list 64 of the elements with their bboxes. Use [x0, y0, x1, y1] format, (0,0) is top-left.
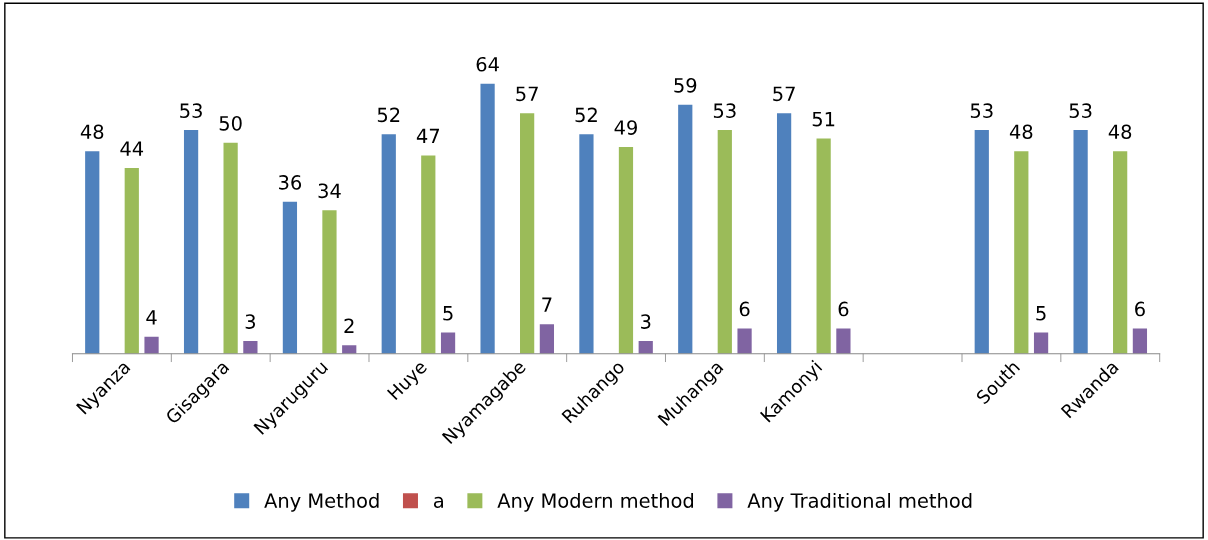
bar: [1014, 151, 1029, 354]
data-label: 53: [970, 103, 993, 119]
bar: [618, 146, 634, 354]
data-label: 52: [377, 107, 400, 123]
data-label: 48: [1009, 124, 1033, 140]
bar: [85, 151, 100, 354]
data-label: 5: [1036, 306, 1046, 321]
data-label: 6: [1135, 301, 1145, 317]
bar: [421, 155, 436, 354]
bar: [144, 336, 159, 354]
bar: [678, 104, 693, 354]
data-label: 6: [739, 301, 750, 317]
bar: [381, 134, 396, 354]
bar: [974, 130, 989, 354]
data-label: 2: [344, 318, 354, 333]
bar: [440, 332, 456, 354]
bar: [836, 328, 851, 354]
data-label: 53: [1069, 103, 1092, 119]
bar: [1113, 151, 1128, 354]
data-label: 7: [542, 297, 552, 312]
data-label: 36: [279, 175, 302, 190]
bar: [282, 201, 298, 354]
data-label: 48: [1108, 124, 1132, 140]
bar: [1073, 130, 1088, 354]
bar: [638, 341, 653, 354]
data-label: 49: [614, 120, 637, 135]
data-label: 6: [838, 301, 849, 317]
data-label: 57: [516, 86, 538, 102]
data-label: 3: [641, 314, 651, 329]
bar: [816, 138, 831, 354]
bar: [1033, 332, 1049, 354]
bar: [342, 345, 357, 354]
data-label: 53: [713, 103, 736, 119]
bar: [183, 130, 199, 354]
bar: [1132, 328, 1148, 354]
data-label: 4: [146, 310, 157, 325]
bar: [480, 83, 495, 354]
data-label: 34: [318, 183, 341, 199]
data-label: 52: [575, 107, 597, 123]
legend-label: Any Traditional method: [747, 492, 972, 512]
legend-label: a: [433, 496, 443, 508]
data-label: 51: [812, 111, 835, 127]
bar: [124, 168, 139, 354]
data-label: 50: [219, 115, 242, 131]
bar: [322, 210, 337, 354]
data-label: 44: [120, 141, 144, 156]
data-label: 64: [476, 56, 499, 72]
bar: [243, 341, 258, 354]
bar: [737, 328, 752, 354]
data-label: 48: [80, 124, 104, 140]
data-label: 57: [773, 86, 795, 102]
data-label: 59: [674, 77, 697, 93]
legend-label: Any Modern method: [497, 492, 694, 512]
bar: [717, 130, 732, 354]
bar: [520, 113, 535, 354]
bar: [579, 134, 594, 354]
bar: [776, 113, 792, 354]
bar: [539, 324, 555, 354]
bar: [223, 142, 238, 354]
data-label: 47: [416, 128, 439, 144]
data-label: 53: [180, 103, 202, 119]
data-label: 5: [443, 306, 453, 321]
data-label: 3: [245, 314, 256, 329]
legend-label: Any Method: [264, 492, 379, 512]
